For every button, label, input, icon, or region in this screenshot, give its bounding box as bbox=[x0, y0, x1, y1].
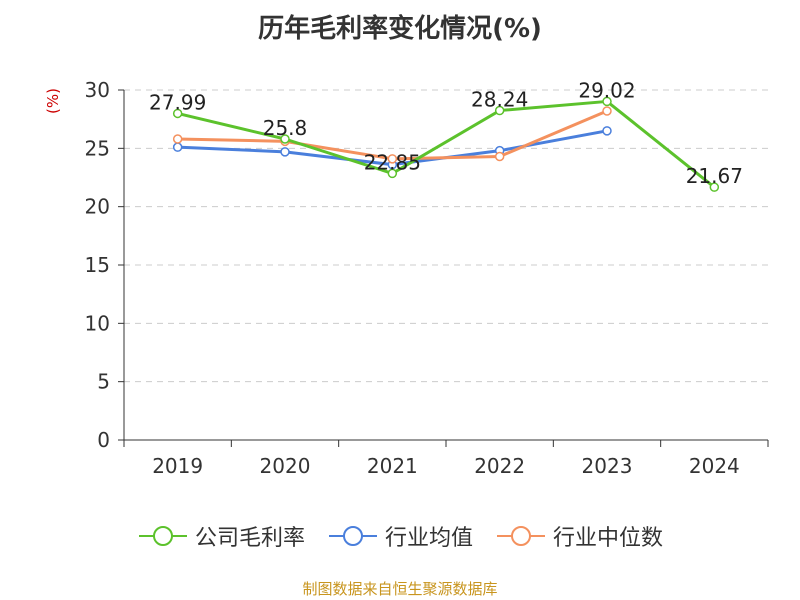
x-tick-label: 2022 bbox=[474, 454, 525, 478]
data-point bbox=[387, 168, 398, 179]
legend-item[interactable]: 行业中位数 bbox=[495, 520, 663, 552]
data-point bbox=[494, 105, 505, 116]
data-label: 25.8 bbox=[263, 116, 308, 140]
data-label: 29.02 bbox=[578, 78, 635, 102]
y-tick-label: 10 bbox=[85, 311, 110, 335]
x-tick-label: 2024 bbox=[689, 454, 740, 478]
data-label: 22.85 bbox=[364, 150, 421, 174]
legend-line-circle-icon bbox=[138, 526, 187, 546]
legend-label: 行业中位数 bbox=[553, 526, 664, 551]
y-tick-label: 25 bbox=[85, 136, 110, 160]
y-tick-label: 30 bbox=[85, 78, 110, 102]
data-source-footer: 制图数据来自恒生聚源数据库 bbox=[302, 580, 498, 598]
legend: 公司毛利率 行业均值 行业中位数 bbox=[0, 520, 800, 552]
legend-item[interactable]: 行业均值 bbox=[327, 520, 473, 552]
data-label: 28.24 bbox=[471, 88, 528, 112]
y-tick-label: 20 bbox=[85, 195, 110, 219]
y-tick-label: 5 bbox=[97, 370, 110, 394]
data-label: 21.67 bbox=[686, 164, 743, 188]
legend-item[interactable]: 公司毛利率 bbox=[137, 520, 305, 552]
data-point bbox=[387, 154, 398, 164]
data-point bbox=[602, 126, 612, 136]
data-point bbox=[172, 142, 183, 152]
series-line bbox=[177, 99, 716, 189]
legend-label: 公司毛利率 bbox=[194, 526, 305, 551]
y-tick-label: 0 bbox=[97, 428, 110, 452]
chart-title: 历年毛利率变化情况(%) bbox=[258, 14, 542, 44]
data-point bbox=[280, 147, 290, 157]
data-point bbox=[602, 96, 612, 107]
x-tick-label: 2019 bbox=[152, 454, 203, 478]
legend-line-circle-icon bbox=[328, 526, 377, 546]
x-tick-label: 2020 bbox=[260, 454, 311, 478]
x-tick-label: 2021 bbox=[367, 454, 418, 478]
data-point bbox=[494, 151, 505, 162]
data-point bbox=[172, 134, 183, 144]
data-point bbox=[280, 134, 290, 144]
x-tick-label: 2023 bbox=[582, 454, 633, 478]
data-point bbox=[709, 182, 720, 192]
data-point bbox=[172, 108, 183, 119]
y-tick-label: 15 bbox=[85, 253, 110, 277]
data-label: 27.99 bbox=[149, 90, 206, 114]
legend-line-circle-icon bbox=[497, 526, 545, 546]
legend-label: 行业均值 bbox=[384, 526, 473, 551]
data-point bbox=[602, 106, 612, 116]
